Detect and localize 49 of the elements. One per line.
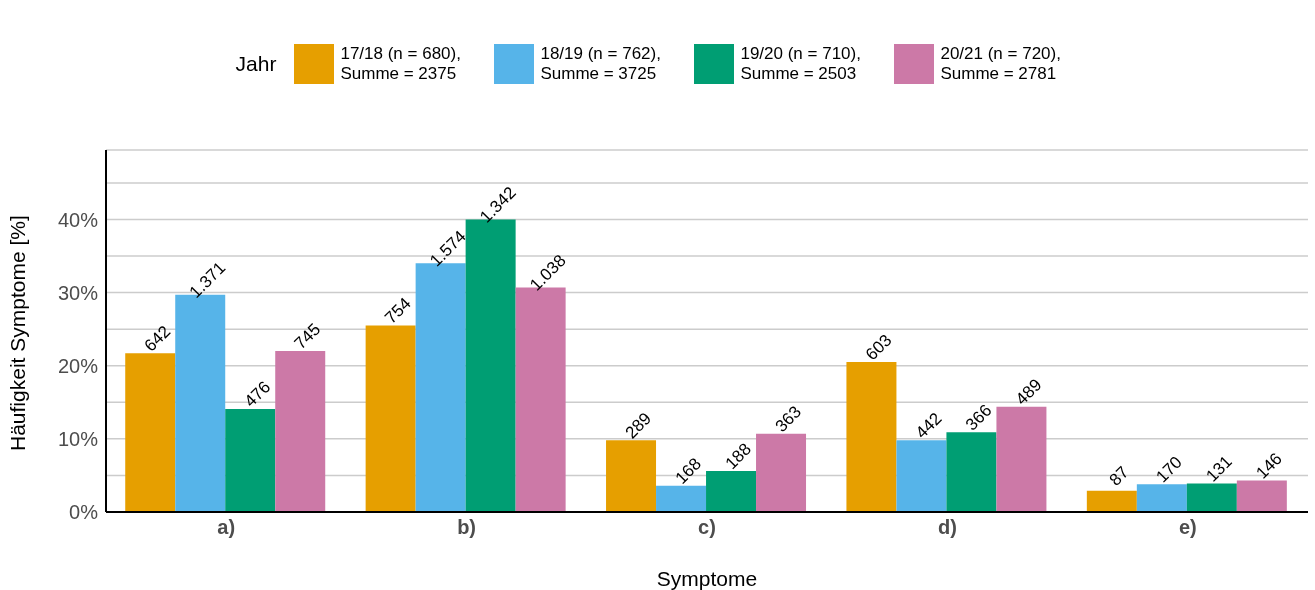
legend-label: 18/19 (n = 762), Summe = 3725: [540, 44, 662, 84]
annotation: 366: [961, 400, 996, 435]
bar: [606, 440, 657, 512]
y-tick-label: 20%: [57, 354, 99, 377]
annotation: 642: [140, 321, 175, 356]
y-axis-title: Häufigkeit Symptome [%]: [6, 215, 30, 451]
bar: [896, 440, 947, 512]
legend-title: Jahr: [235, 52, 277, 76]
x-tick-label: c): [698, 516, 716, 539]
annotation: 363: [771, 402, 806, 436]
annotation: 188: [721, 439, 756, 474]
bar: [756, 433, 807, 512]
annotation: 489: [1011, 375, 1046, 409]
bar: [225, 408, 276, 512]
annotation: 442: [911, 408, 946, 443]
y-tick-label: 0%: [69, 501, 99, 524]
x-axis-title: Symptome: [656, 567, 758, 590]
legend-label: 19/20 (n = 710), Summe = 2503: [740, 44, 862, 84]
bar: [1186, 483, 1237, 512]
bar: [1236, 480, 1287, 512]
x-tick-label: d): [937, 516, 957, 539]
bar: [125, 353, 176, 512]
annotation: 603: [861, 330, 896, 365]
y-tick-label: 30%: [57, 281, 99, 304]
bar: [1136, 484, 1187, 512]
annotation: 170: [1152, 452, 1186, 487]
bar: [656, 485, 707, 512]
annotation: 87: [1105, 462, 1133, 490]
x-tick-label: b): [457, 516, 477, 539]
annotation: 131: [1202, 452, 1236, 486]
bar: [365, 325, 416, 512]
annotation: 168: [671, 454, 706, 488]
bar: [1086, 490, 1137, 512]
bar: [996, 406, 1047, 512]
legend-label: 20/21 (n = 720), Summe = 2781: [940, 44, 1062, 84]
bar: [706, 471, 757, 512]
annotation: 289: [621, 408, 656, 443]
annotation: 476: [240, 377, 275, 411]
x-tick-label: a): [217, 516, 236, 539]
annotation: 146: [1252, 449, 1286, 483]
y-tick-label: 10%: [57, 427, 99, 450]
annotation: 745: [290, 319, 325, 354]
y-tick-label: 40%: [57, 208, 99, 231]
x-tick-label: e): [1178, 516, 1197, 539]
legend-label: 17/18 (n = 680), Summe = 2375: [340, 44, 462, 84]
annotation: 754: [381, 294, 415, 328]
bar: [846, 362, 897, 512]
bar: [946, 432, 997, 512]
bar: [275, 351, 326, 512]
